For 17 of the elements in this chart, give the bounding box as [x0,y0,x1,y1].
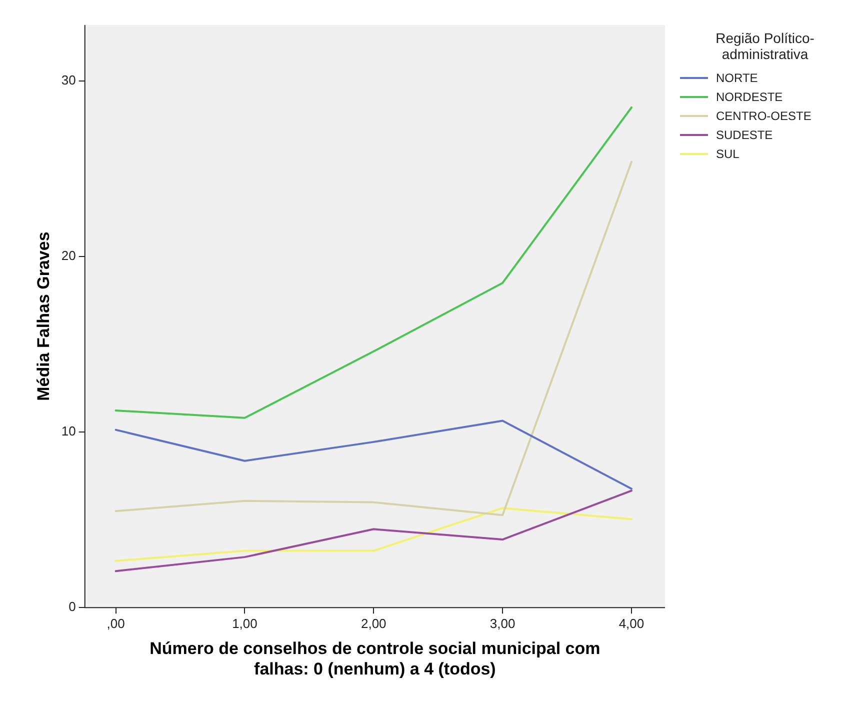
y-tick-label: 10 [61,424,76,439]
y-axis-title: Média Falhas Graves [34,232,53,401]
legend-title: Região Político-administrativa [714,30,816,62]
legend-label: CENTRO-OESTE [716,108,812,122]
x-tick-label: ,00 [106,616,125,631]
y-tick-label: 30 [61,72,76,88]
x-tick-label: 2,00 [360,616,386,631]
x-tick-label: 4,00 [618,616,644,631]
y-tick-label: 20 [61,248,76,264]
legend-label: NORDESTE [716,90,783,104]
y-tick-label: 0 [68,599,76,614]
x-tick-label: 1,00 [232,616,258,631]
x-tick-label: 3,00 [490,616,516,631]
legend-label: SUL [716,146,740,160]
legend-label: NORTE [716,70,758,84]
legend-label: SUDESTE [716,128,773,142]
x-axis-title: Número de conselhos de controle social municipal com falhas: 0 (nenhum) a 4 (todos) [150,639,600,678]
